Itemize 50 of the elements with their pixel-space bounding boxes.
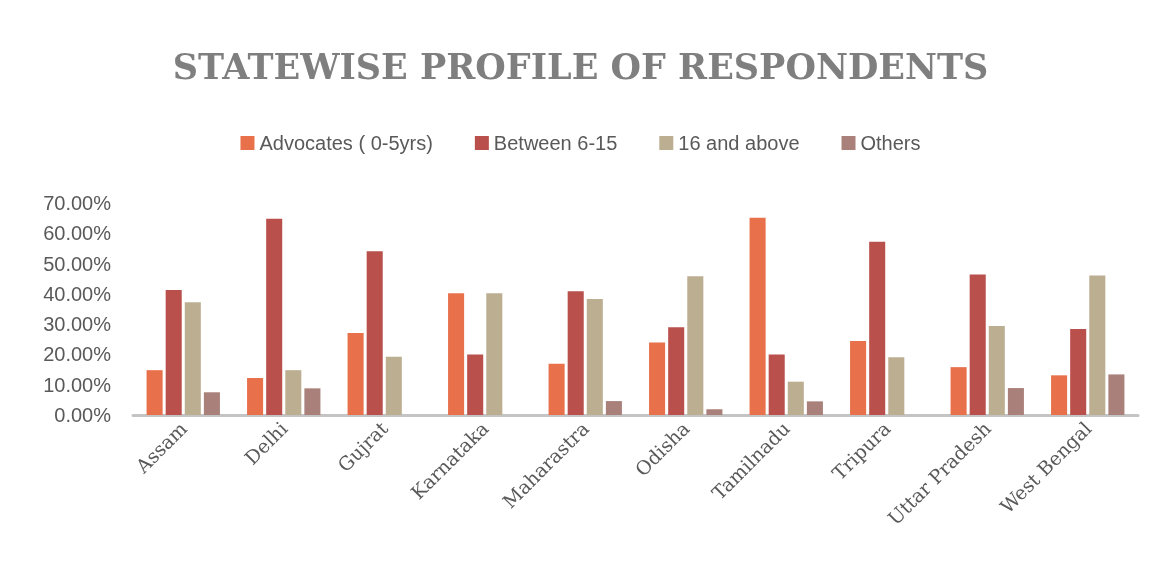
legend-label: 16 and above [678, 132, 800, 154]
legend-label: Between 6-15 [493, 132, 618, 154]
bar [787, 381, 804, 415]
bar [165, 289, 182, 415]
bar [706, 409, 723, 415]
legend-label: Advocates ( 0-5yrs) [259, 132, 433, 154]
y-tick-label: 60.00% [43, 222, 112, 245]
bar [146, 370, 163, 415]
bar [247, 378, 264, 415]
y-tick-label: 10.00% [43, 373, 112, 396]
bar [347, 332, 364, 415]
bar [203, 392, 220, 415]
bar [184, 302, 201, 415]
bar [687, 276, 704, 415]
bar [266, 218, 283, 415]
bar [567, 291, 584, 415]
bar [1089, 275, 1106, 415]
bar [806, 401, 823, 415]
bar [869, 241, 886, 415]
bar [385, 356, 402, 415]
bar [486, 293, 503, 415]
bar [1007, 388, 1024, 415]
y-tick-label: 70.00% [43, 192, 112, 214]
y-tick-label: 50.00% [43, 252, 112, 275]
bar [768, 354, 785, 415]
bar [1108, 374, 1125, 415]
legend-label: Others [860, 132, 921, 154]
bar [749, 217, 766, 415]
bar [285, 370, 302, 415]
bar [467, 354, 484, 415]
bar [888, 357, 905, 415]
bar [1051, 375, 1068, 415]
bar [850, 341, 867, 415]
y-tick-label: 0.00% [54, 404, 112, 426]
bar [988, 325, 1005, 415]
chart-title: STATEWISE PROFILE OF RESPONDENTS [172, 46, 989, 87]
bar [1070, 328, 1087, 415]
bar [548, 363, 565, 415]
bar [586, 299, 603, 415]
bar [605, 401, 622, 415]
bar [969, 274, 986, 415]
y-tick-label: 30.00% [43, 313, 112, 336]
bar [448, 293, 465, 415]
bar [304, 388, 321, 415]
bar [649, 342, 666, 415]
y-tick-label: 20.00% [43, 343, 112, 366]
y-tick-label: 40.00% [43, 282, 112, 305]
bar [366, 251, 383, 415]
bar [668, 327, 685, 415]
bar [950, 367, 967, 415]
